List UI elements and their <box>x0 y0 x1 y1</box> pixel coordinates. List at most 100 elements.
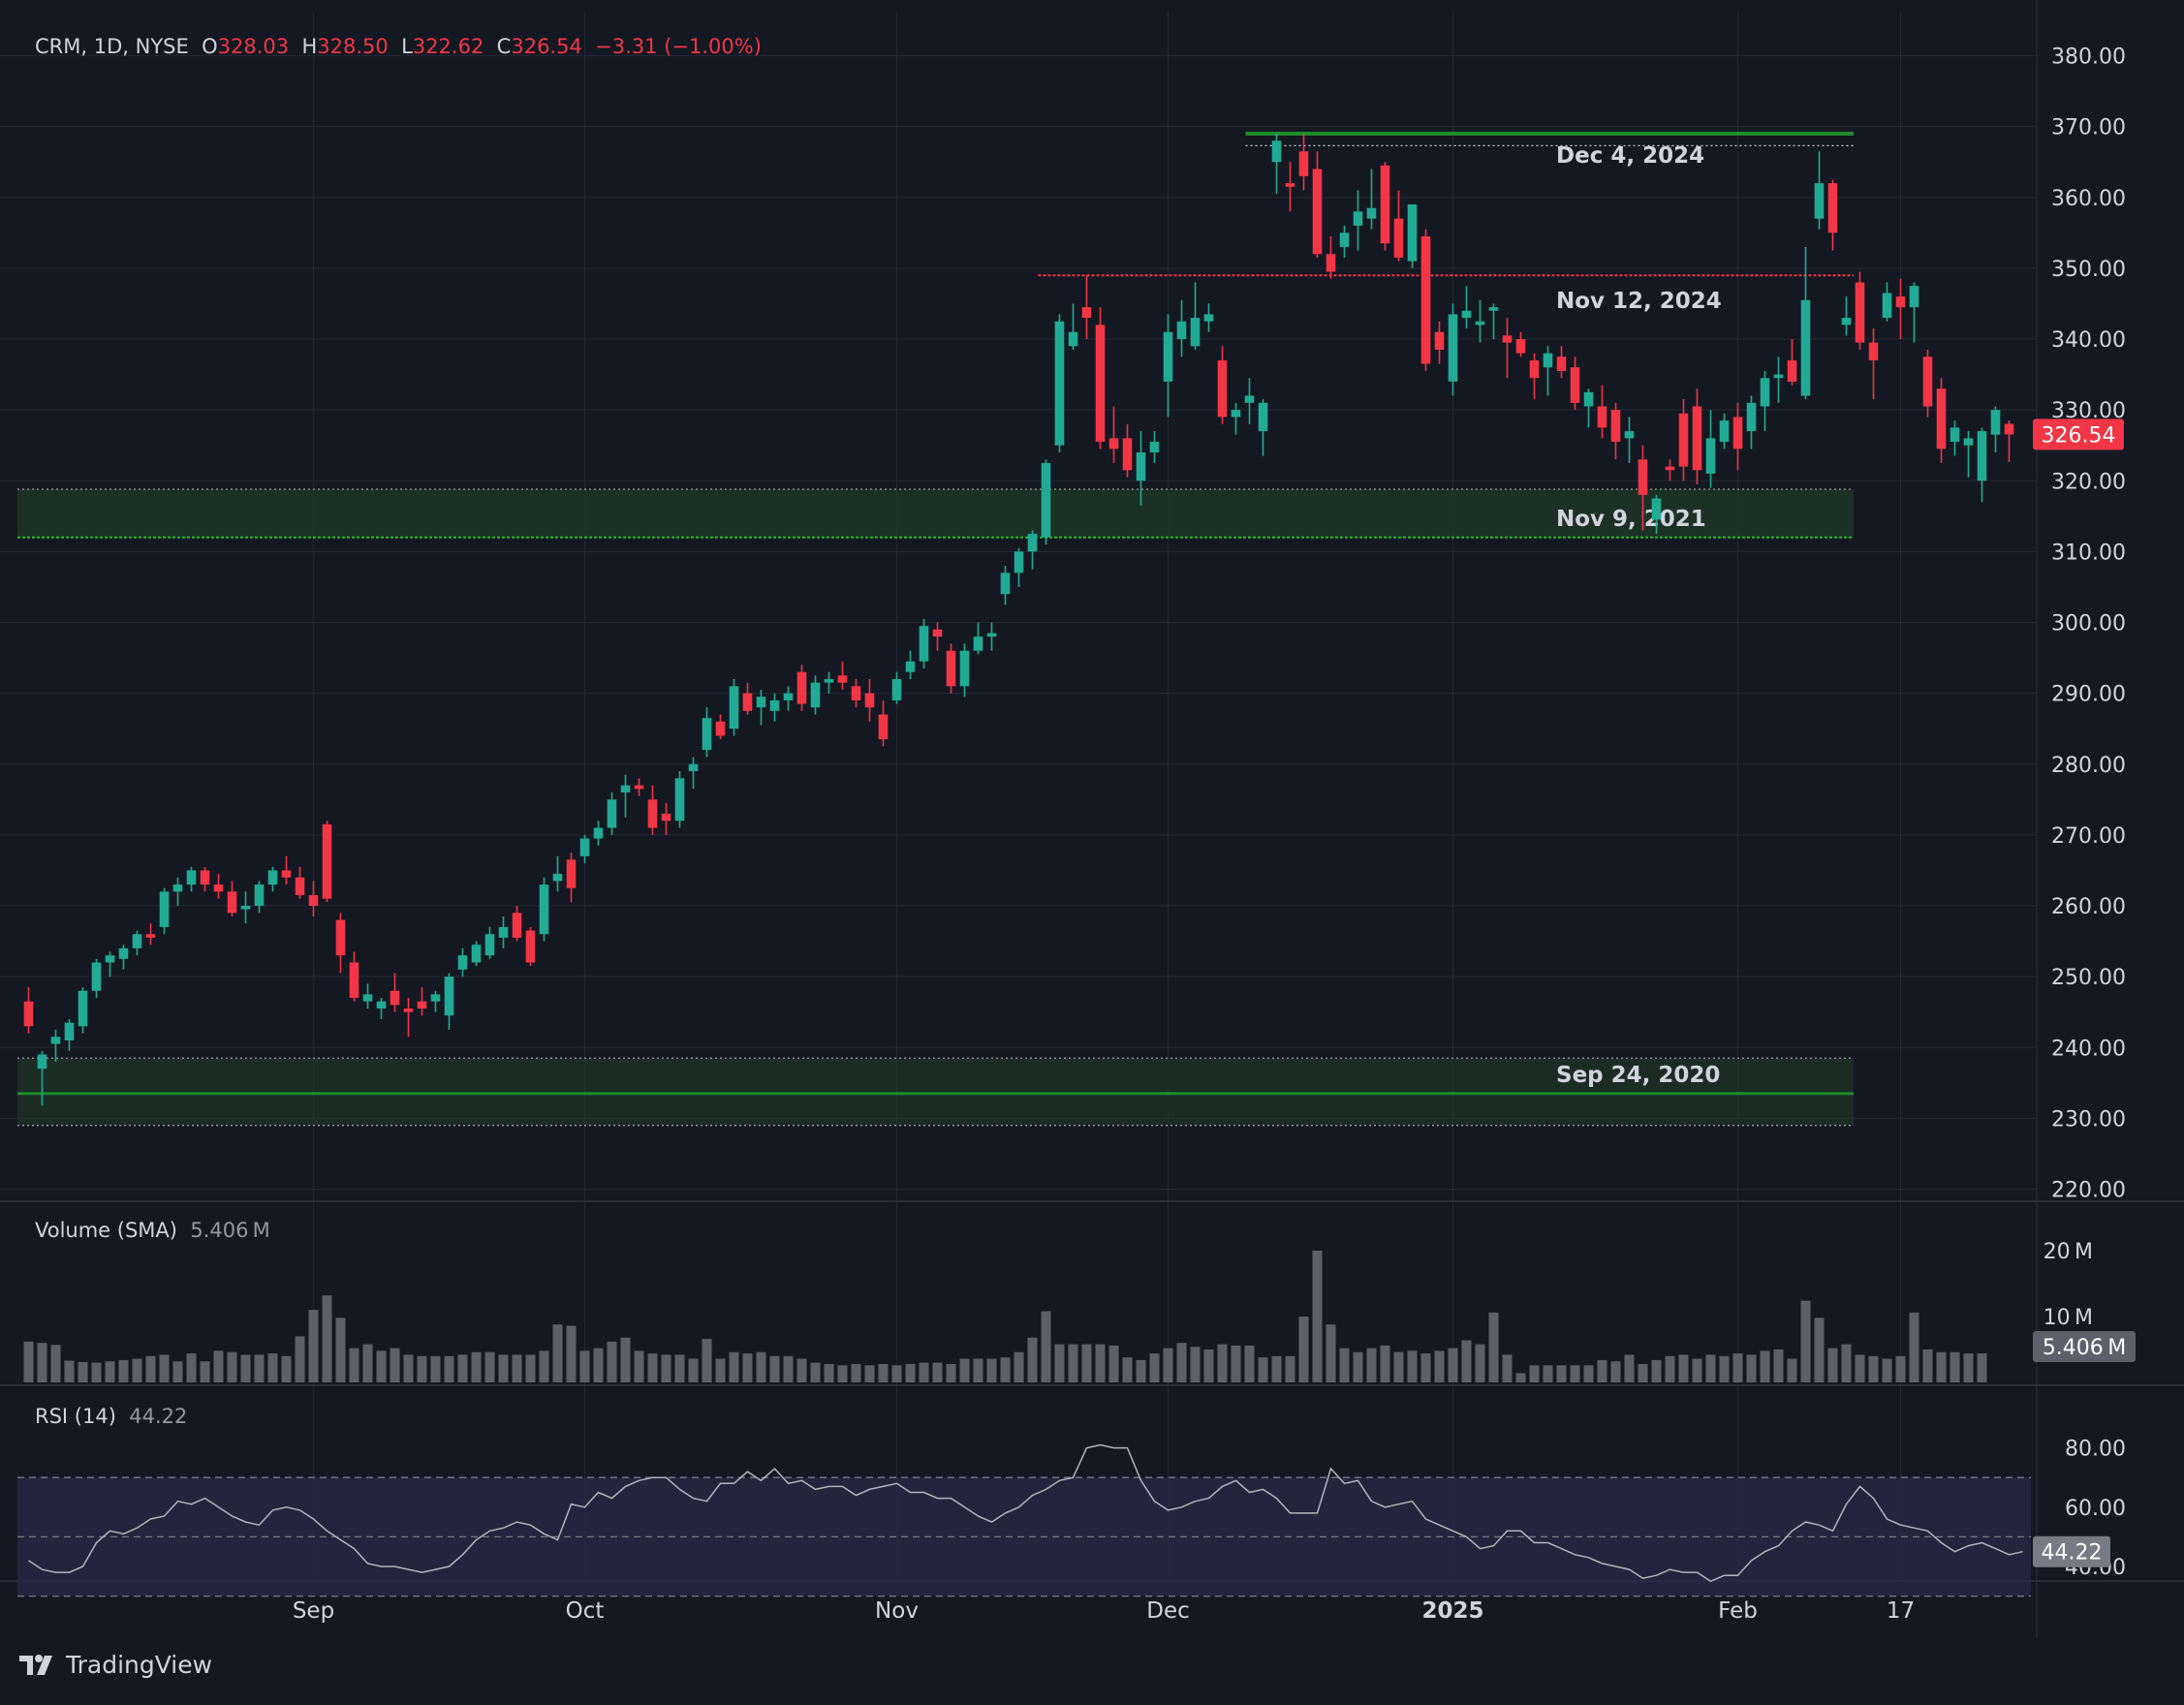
candle[interactable] <box>1027 534 1038 552</box>
candle[interactable] <box>1420 235 1431 364</box>
candle[interactable] <box>579 838 590 856</box>
candle[interactable] <box>620 785 631 792</box>
candle[interactable] <box>905 661 916 672</box>
candle[interactable] <box>1041 462 1051 538</box>
volume-bar[interactable] <box>1583 1365 1594 1382</box>
candle[interactable] <box>688 763 699 772</box>
volume-bar[interactable] <box>91 1362 102 1382</box>
candle[interactable] <box>1271 140 1282 163</box>
volume-bar[interactable] <box>878 1363 889 1382</box>
candle[interactable] <box>1353 211 1363 226</box>
volume-bar[interactable] <box>1475 1344 1485 1382</box>
volume-bar[interactable] <box>1787 1358 1797 1382</box>
candle[interactable] <box>1380 165 1390 244</box>
candle[interactable] <box>715 721 726 736</box>
volume-bar[interactable] <box>1353 1351 1363 1382</box>
volume-bar[interactable] <box>1732 1353 1743 1382</box>
candle[interactable] <box>1909 286 1919 308</box>
candle[interactable] <box>1787 359 1797 382</box>
candle[interactable] <box>1556 356 1567 371</box>
volume-bar[interactable] <box>213 1350 224 1382</box>
volume-bar[interactable] <box>1895 1355 1906 1382</box>
volume-bar[interactable] <box>1638 1363 1648 1382</box>
volume-bar[interactable] <box>1855 1354 1865 1382</box>
candle[interactable] <box>1624 431 1635 439</box>
candle[interactable] <box>1081 307 1092 319</box>
volume-bar[interactable] <box>1285 1355 1295 1382</box>
volume-bar[interactable] <box>1529 1365 1540 1382</box>
volume-bar[interactable] <box>78 1361 88 1382</box>
candle[interactable] <box>484 934 495 956</box>
volume-bar[interactable] <box>1746 1354 1757 1382</box>
candle[interactable] <box>50 1037 61 1044</box>
volume-bar[interactable] <box>1258 1357 1268 1382</box>
volume-bar[interactable] <box>634 1350 644 1382</box>
volume-bar[interactable] <box>1665 1355 1675 1382</box>
volume-bar[interactable] <box>1014 1351 1024 1382</box>
candle[interactable] <box>1895 296 1906 308</box>
candle[interactable] <box>1800 299 1811 396</box>
volume-bar[interactable] <box>824 1363 834 1382</box>
candle[interactable] <box>1298 151 1309 176</box>
volume-bar[interactable] <box>186 1353 197 1382</box>
volume-bar[interactable] <box>145 1355 156 1382</box>
volume-bar[interactable] <box>539 1350 549 1382</box>
candle[interactable] <box>1475 321 1485 326</box>
volume-bar[interactable] <box>986 1358 997 1382</box>
candle[interactable] <box>986 633 997 637</box>
volume-bar[interactable] <box>796 1358 807 1382</box>
volume-bar[interactable] <box>566 1325 577 1382</box>
candle[interactable] <box>403 1008 414 1012</box>
candle[interactable] <box>946 650 956 687</box>
rsi-legend[interactable]: RSI (14) 44.22 <box>35 1405 187 1428</box>
volume-legend[interactable]: Volume (SMA) 5.406 M <box>35 1219 270 1242</box>
volume-bar[interactable] <box>227 1351 237 1382</box>
candle[interactable] <box>1488 307 1499 311</box>
candle[interactable] <box>1339 232 1350 247</box>
candle[interactable] <box>37 1054 47 1070</box>
volume-bar[interactable] <box>1366 1348 1377 1382</box>
candle[interactable] <box>539 884 549 935</box>
candle[interactable] <box>444 976 454 1016</box>
volume-bar[interactable] <box>484 1351 495 1382</box>
candle[interactable] <box>837 675 848 683</box>
volume-bar[interactable] <box>1760 1350 1770 1382</box>
candle[interactable] <box>607 799 617 828</box>
candle[interactable] <box>349 962 359 999</box>
volume-bar[interactable] <box>1488 1312 1499 1382</box>
volume-bar[interactable] <box>932 1362 943 1382</box>
candle[interactable] <box>1570 367 1580 403</box>
candle[interactable] <box>335 919 346 956</box>
volume-bar[interactable] <box>1882 1358 1892 1382</box>
volume-bar[interactable] <box>661 1354 671 1382</box>
volume-bar[interactable] <box>1149 1353 1160 1382</box>
volume-bar[interactable] <box>756 1351 766 1382</box>
candle[interactable] <box>1827 183 1838 233</box>
volume-bar[interactable] <box>105 1361 115 1382</box>
candle[interactable] <box>1136 452 1146 481</box>
candle[interactable] <box>1203 314 1214 322</box>
volume-bar[interactable] <box>308 1310 319 1382</box>
candle[interactable] <box>1149 442 1160 452</box>
candle[interactable] <box>1163 331 1173 382</box>
volume-bar[interactable] <box>267 1353 278 1382</box>
volume-bar[interactable] <box>37 1343 47 1382</box>
volume-bar[interactable] <box>335 1318 346 1382</box>
candle[interactable] <box>430 994 441 1002</box>
candle[interactable] <box>2004 423 2014 435</box>
volume-bar[interactable] <box>973 1358 983 1382</box>
volume-bar[interactable] <box>1868 1355 1879 1382</box>
candle[interactable] <box>240 906 251 910</box>
volume-bar[interactable] <box>118 1359 129 1382</box>
candle[interactable] <box>267 870 278 885</box>
candle[interactable] <box>512 913 522 938</box>
volume-bar[interactable] <box>959 1358 970 1382</box>
candle[interactable] <box>1000 573 1011 595</box>
volume-bar[interactable] <box>1244 1345 1255 1382</box>
candle[interactable] <box>1515 339 1526 354</box>
volume-bar[interactable] <box>1163 1348 1173 1382</box>
volume-bar[interactable] <box>1909 1312 1919 1382</box>
volume-bar[interactable] <box>1773 1349 1784 1382</box>
candle[interactable] <box>1529 359 1540 379</box>
volume-bar[interactable] <box>1217 1344 1228 1382</box>
